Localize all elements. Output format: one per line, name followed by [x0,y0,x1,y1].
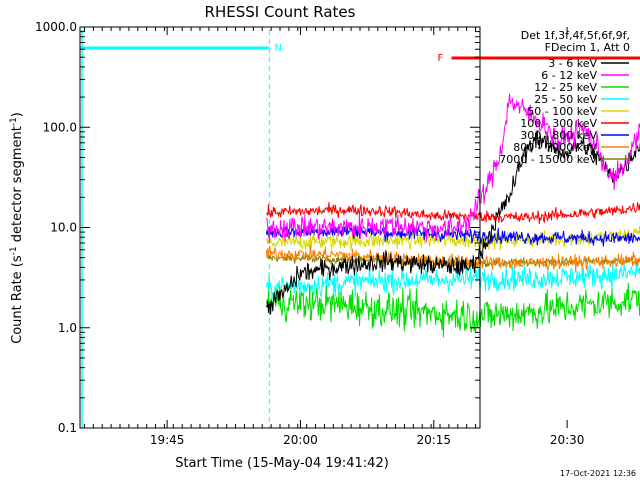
flare-label: F [438,53,444,64]
series-line-8 [265,245,640,273]
legend-entry-label: 3 - 6 keV [548,57,597,70]
y-tick-label: 100.0 [43,120,77,134]
y-tick-label: 0.1 [58,421,77,435]
legend-entry-label: 300 - 800 keV [520,129,597,142]
x-tick-label: 20:15 [416,433,451,447]
y-axis-label: Count Rate (s-1 detector segment-1) [9,112,25,344]
y-tick-label: 1.0 [58,321,77,335]
legend-header-line-2: FDecim 1, Att 0 [545,41,630,54]
legend-entry-label: 25 - 50 keV [534,93,597,106]
y-tick-label: 1000.0 [35,20,77,34]
series-line-2 [265,93,640,244]
series-line-1 [265,130,640,315]
legend-entry-label: 100 - 300 keV [520,117,597,130]
legend: Det 1f,3f,4f,5f,6f,9f, FDecim 1, Att 0 3… [499,29,630,166]
series-line-4 [265,261,640,300]
x-axis-label: Start Time (15-May-04 19:41:42) [175,456,389,471]
night-label: N [274,43,281,54]
legend-entry-label: 7000 - 15000 keV [499,153,597,166]
legend-entry-label: 800 - 7000 keV [513,141,597,154]
generated-timestamp: 17-Oct-2021 12:36 [560,469,636,478]
chart-title: RHESSI Count Rates [205,3,356,21]
legend-entry-label: 6 - 12 keV [541,69,597,82]
series-line-5 [265,225,640,251]
x-tick-label: 19:45 [150,433,185,447]
x-tick-label: 20:30 [550,433,585,447]
legend-header-line-1: Det 1f,3f,4f,5f,6f,9f, [521,29,630,42]
series-line-6 [265,202,640,224]
legend-entry-label: 12 - 25 keV [534,81,597,94]
series-line-3 [265,282,640,338]
y-tick-label: 10.0 [50,221,77,235]
series-line-7 [265,225,640,247]
x-tick-label: 20:00 [283,433,318,447]
legend-entry-label: 50 - 100 keV [527,105,597,118]
